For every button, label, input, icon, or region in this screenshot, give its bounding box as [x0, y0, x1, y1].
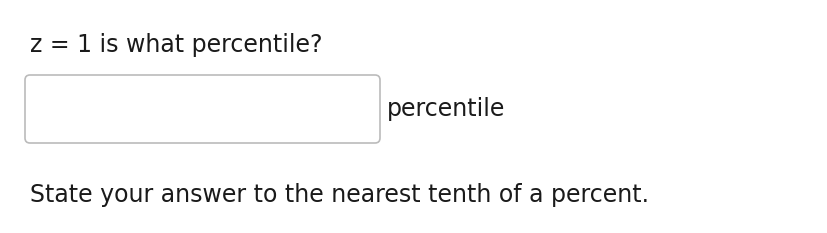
- Text: State your answer to the nearest tenth of a percent.: State your answer to the nearest tenth o…: [30, 183, 648, 207]
- Text: percentile: percentile: [386, 97, 504, 121]
- FancyBboxPatch shape: [25, 75, 380, 143]
- Text: z = 1 is what percentile?: z = 1 is what percentile?: [30, 33, 322, 57]
